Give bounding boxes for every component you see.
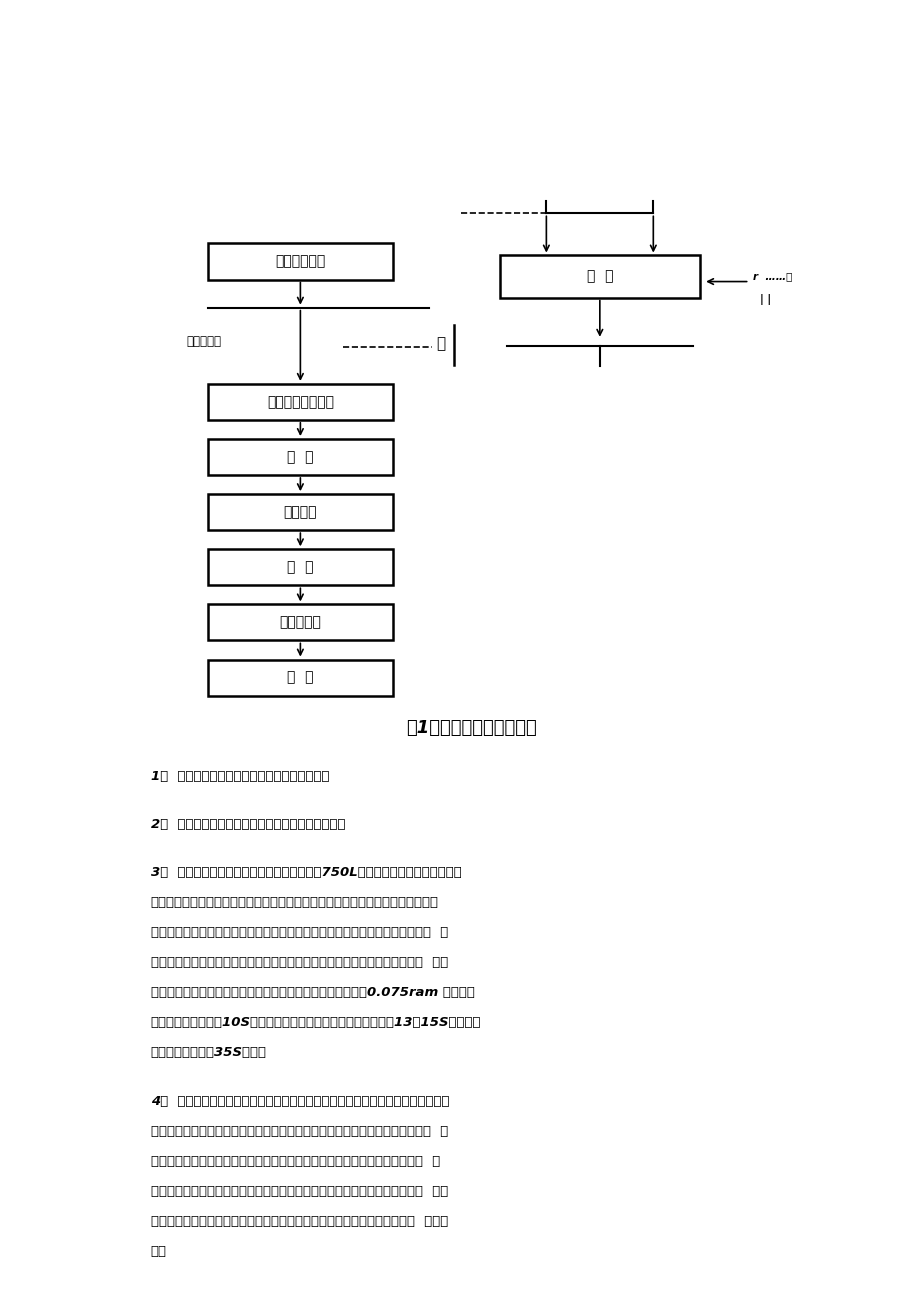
Text: 量；干拌时间不少于10S，对于粗骨料含量大的混合料干拌时间是13～15S，混合料: 量；干拌时间不少于10S，对于粗骨料含量大的混合料干拌时间是13～15S，混合料 bbox=[151, 1017, 481, 1030]
Text: 验收合格路基: 验收合格路基 bbox=[275, 254, 325, 268]
Text: 稳  压: 稳 压 bbox=[287, 450, 313, 464]
Bar bbox=[208, 604, 392, 641]
Text: 桂: 桂 bbox=[436, 336, 445, 352]
Text: 水泥含量均符合配比要求，使机器运转正常，拌和机出料量与所用摊铺生产能力  一: 水泥含量均符合配比要求，使机器运转正常，拌和机出料量与所用摊铺生产能力 一 bbox=[151, 926, 448, 939]
Bar bbox=[208, 243, 392, 280]
Bar bbox=[208, 384, 392, 421]
Text: 2、  摊铺前底基层清扫干净，并适量洒水保持湿润。: 2、 摊铺前底基层清扫干净，并适量洒水保持湿润。 bbox=[151, 818, 345, 831]
Bar bbox=[208, 493, 392, 530]
Text: 图1水泥稳定层施工工艺图: 图1水泥稳定层施工工艺图 bbox=[405, 719, 537, 737]
Text: 量。设备使用前先调试所有设备、各计量系统，使所拌混合物含水量、骨料级配、: 量。设备使用前先调试所有设备、各计量系统，使所拌混合物含水量、骨料级配、 bbox=[151, 896, 438, 909]
Text: 扰补整型: 扰补整型 bbox=[283, 505, 317, 519]
Text: 致。为防止混合料产生离析现象应做到：骨料堆放要采用小料堆，避免大料堆  放时: 致。为防止混合料产生离析现象应做到：骨料堆放要采用小料堆，避免大料堆 放时 bbox=[151, 956, 448, 969]
Text: 3、  搅拌现场设置搅拌站、搭设防雨棚，配备750L搅拌机，配比材料采用电子计: 3、 搅拌现场设置搅拌站、搭设防雨棚，配备750L搅拌机，配比材料采用电子计 bbox=[151, 866, 461, 879]
Text: 1、  首先对底基层进行检验，复核控制桩高程。: 1、 首先对底基层进行检验，复核控制桩高程。 bbox=[151, 769, 329, 783]
Text: 输应避免车辆的颠簸，以减少混合料的离析，在气温较高、运距较远时要加盖  毁: 输应避免车辆的颠簸，以减少混合料的离析，在气温较高、运距较远时要加盖 毁 bbox=[151, 1155, 439, 1168]
Text: 检测、整型: 检测、整型 bbox=[279, 616, 321, 629]
Text: 数。: 数。 bbox=[151, 1245, 166, 1258]
Text: | |: | | bbox=[759, 294, 770, 305]
Text: 要完全用受料斗中的混合料，留少部分在受料斗内，尽可能减少将两侧板翻  起的次: 要完全用受料斗中的混合料，留少部分在受料斗内，尽可能减少将两侧板翻 起的次 bbox=[151, 1215, 448, 1228]
Text: 第二次靠近后部车厢门，第三次在中间，可以消除装料时的离析现象。混合料的  运: 第二次靠近后部车厢门，第三次在中间，可以消除装料时的离析现象。混合料的 运 bbox=[151, 1125, 448, 1138]
Text: 布，以防止水分过分损失。卵料时要尽量使混合料整体卵落。每辆卡车卵料之  间不: 布，以防止水分过分损失。卵料时要尽量使混合料整体卵落。每辆卡车卵料之 间不 bbox=[151, 1185, 448, 1198]
Bar bbox=[208, 549, 392, 586]
Text: 4、  装卵用卡车装料时应分三个不同的位置往车中装料，第一次靠近车厢的前部，: 4、 装卵用卡车装料时应分三个不同的位置往车中装料，第一次靠近车厢的前部， bbox=[151, 1095, 448, 1108]
Text: r  ……屑: r ……屑 bbox=[753, 272, 791, 281]
Text: 大颠粒流到外侧；填料的含量应严格控制，减少混合料中小于0.075ram 颠粒的含: 大颠粒流到外侧；填料的含量应严格控制，减少混合料中小于0.075ram 颠粒的含 bbox=[151, 987, 474, 1000]
Bar bbox=[208, 660, 392, 695]
Text: 碾  压: 碾 压 bbox=[287, 560, 313, 574]
Text: 转链昆音料: 转链昆音料 bbox=[186, 335, 221, 348]
Text: 养  生: 养 生 bbox=[287, 671, 313, 685]
Bar bbox=[500, 255, 699, 298]
Text: 检测、整平、调整: 检测、整平、调整 bbox=[267, 395, 334, 409]
Text: 料  斗: 料 斗 bbox=[586, 270, 612, 284]
Bar bbox=[208, 439, 392, 475]
Text: 的湿拌时间一般在35S左右。: 的湿拌时间一般在35S左右。 bbox=[151, 1047, 267, 1060]
